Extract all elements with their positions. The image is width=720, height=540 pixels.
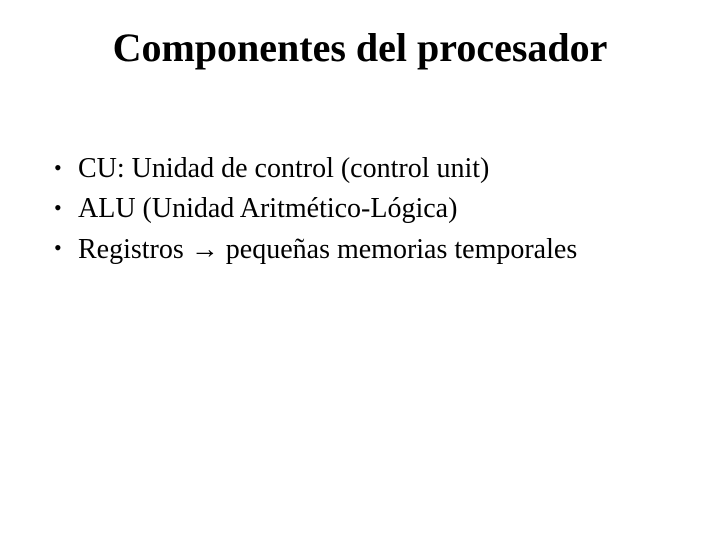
slide-title: Componentes del procesador	[0, 26, 720, 70]
bullet-text: Registros → pequeñas memorias temporales	[78, 230, 680, 269]
slide-body: • CU: Unidad de control (control unit) •…	[54, 150, 680, 270]
bullet-item: • CU: Unidad de control (control unit)	[54, 150, 680, 188]
bullet-text: CU: Unidad de control (control unit)	[78, 150, 680, 188]
bullet-dot-icon: •	[54, 230, 78, 265]
bullet-dot-icon: •	[54, 190, 78, 225]
bullet-dot-icon: •	[54, 150, 78, 185]
arrow-icon: →	[191, 233, 219, 264]
bullet-text: ALU (Unidad Aritmético-Lógica)	[78, 190, 680, 228]
bullet-item: • Registros → pequeñas memorias temporal…	[54, 230, 680, 269]
bullet-item: • ALU (Unidad Aritmético-Lógica)	[54, 190, 680, 228]
bullet-text-pre: Registros	[78, 234, 191, 265]
slide: Componentes del procesador • CU: Unidad …	[0, 0, 720, 540]
bullet-text-post: pequeñas memorias temporales	[219, 234, 577, 265]
